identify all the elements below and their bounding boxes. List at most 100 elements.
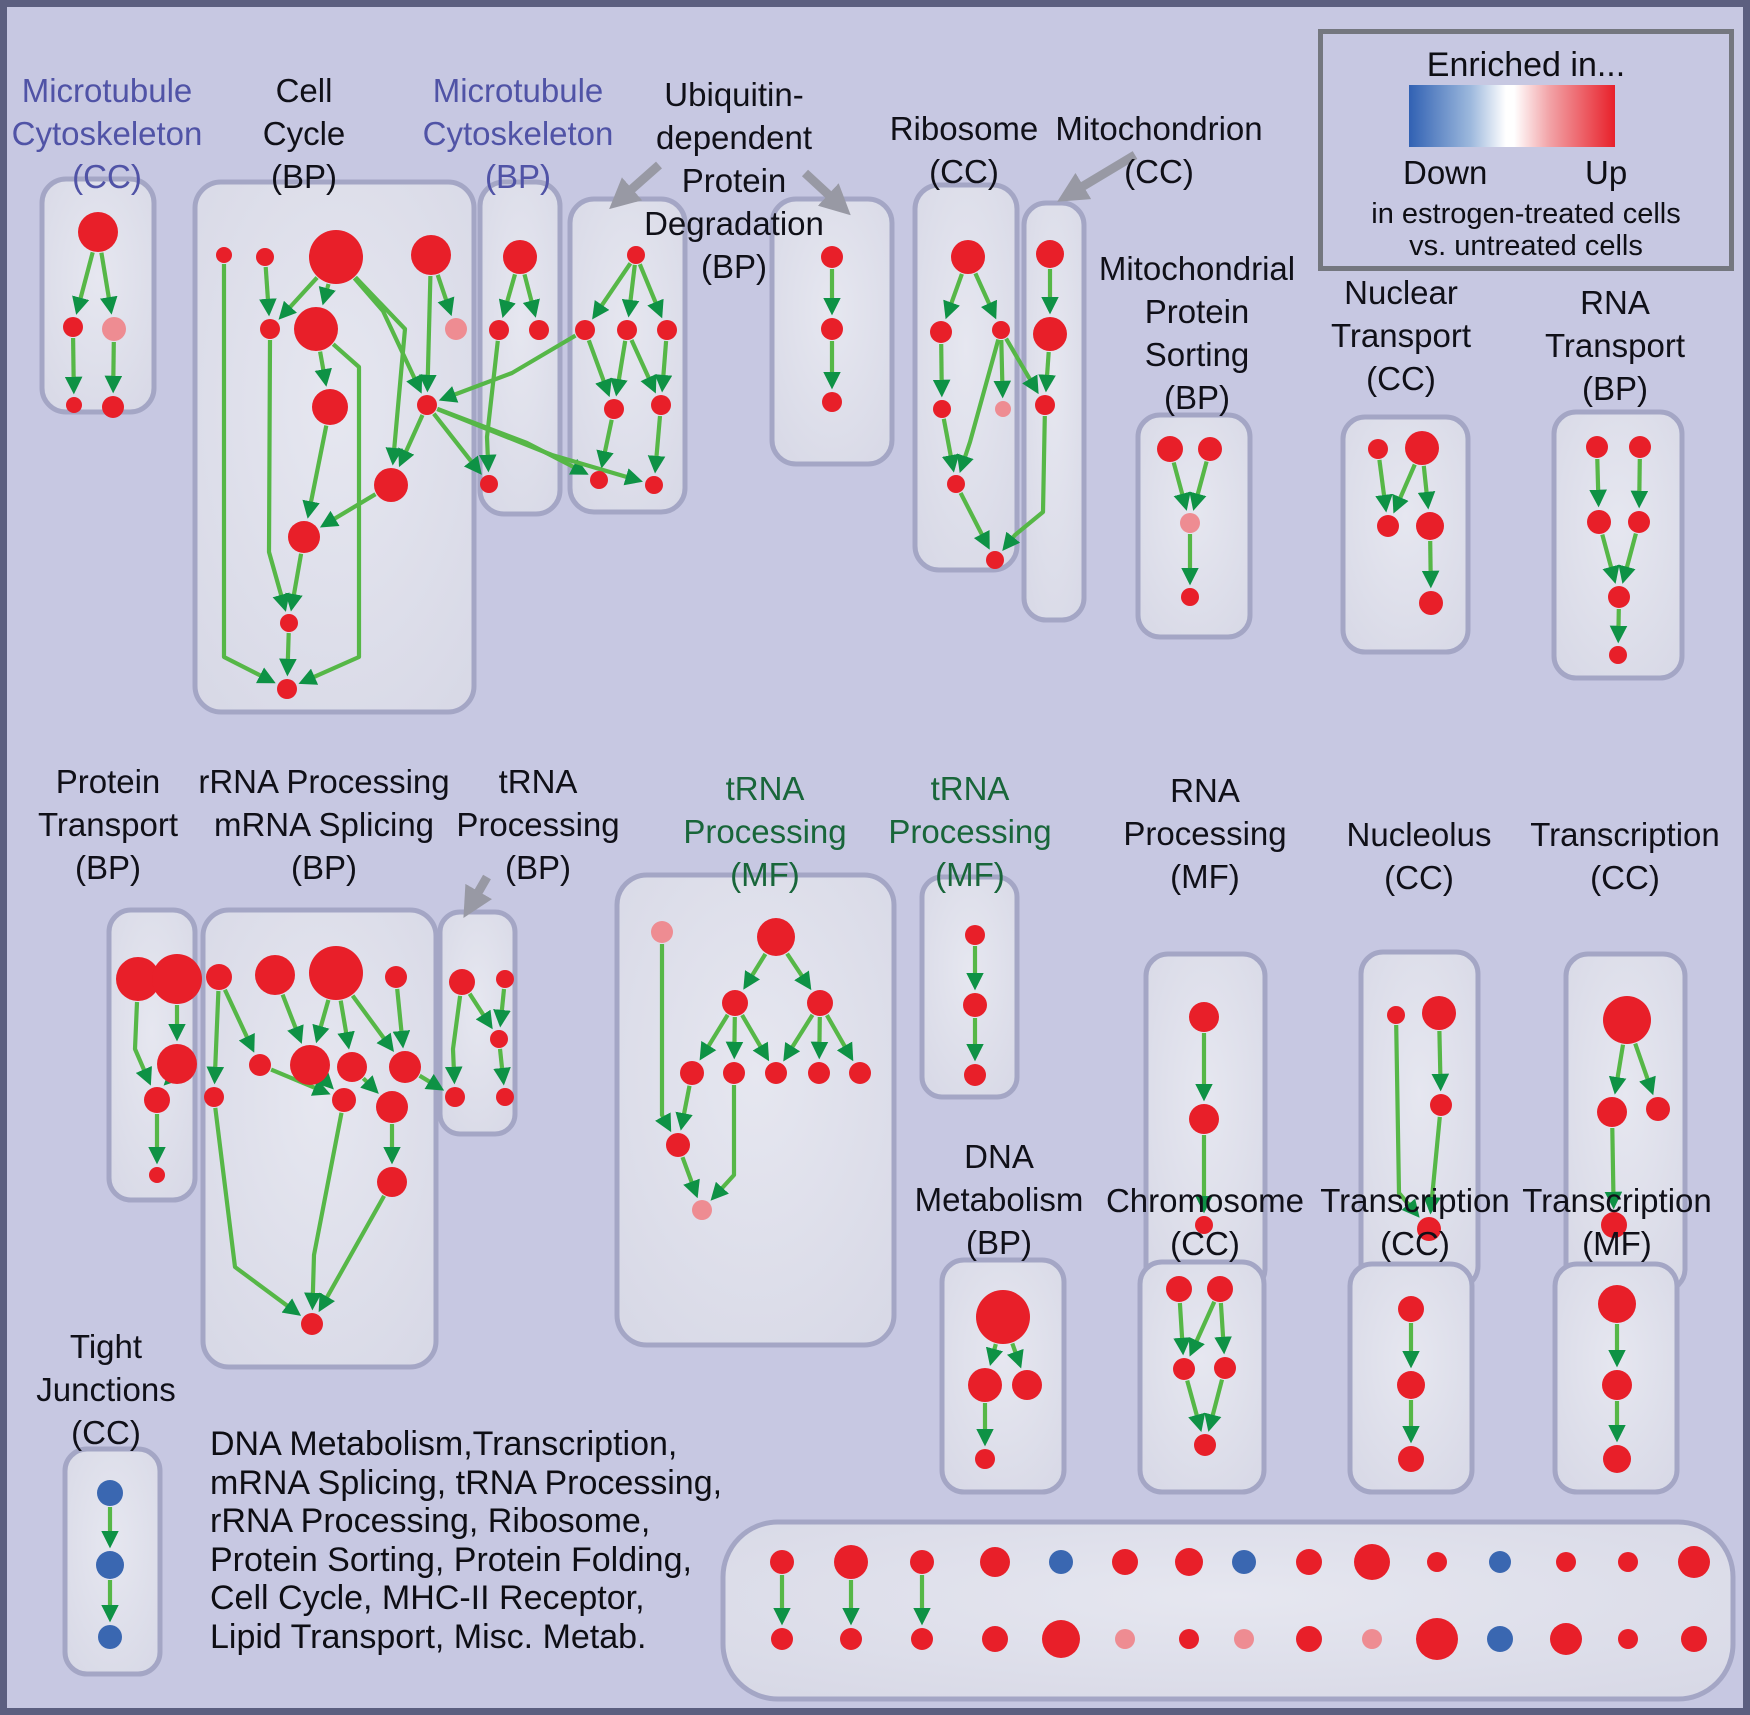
label-tight-junctions-cc: Tight Junctions (CC) — [7, 1325, 316, 1454]
node-mito-protein-sorting-h3 — [1180, 513, 1200, 533]
label-ribosome-cc: Ribosome (CC) — [754, 107, 1174, 193]
node-protein-transport-k5 — [149, 1167, 165, 1183]
edge-transcription-cc-top-r2-r4 — [1604, 1127, 1623, 1210]
node-misc-categories-x8b — [1234, 1629, 1254, 1649]
edge-ribosome-f1-f3 — [973, 272, 997, 320]
label-transcription-cc-top: Transcription (CC) — [1415, 813, 1743, 899]
edge-mito-protein-sorting-h1-h3 — [1171, 461, 1191, 511]
label-nuclear-transport-cc-line: Transport — [1331, 317, 1471, 354]
edge-trna-mf-large-n3-n7 — [740, 1014, 770, 1062]
node-microtubule-bp-c4 — [480, 475, 498, 493]
edge-trna-bp-t1-t3 — [467, 992, 493, 1030]
node-misc-categories-x14b — [1618, 1629, 1638, 1649]
node-misc-categories-x14t — [1618, 1552, 1638, 1572]
node-microtubule-cc-a3 — [102, 317, 126, 341]
node-nuclear-transport-i5 — [1419, 591, 1443, 615]
node-tight-junctions-w3 — [98, 1625, 122, 1649]
edge-ubiquitin-degradation-d1-d4 — [637, 263, 664, 319]
label-tight-junctions-cc-line: Tight — [69, 1328, 143, 1365]
label-mito-protein-sorting-bp-line: Mitochondrial — [1098, 250, 1296, 287]
label-transcription-mf-line: (MF) — [1582, 1225, 1652, 1262]
label-transcription-cc-2-line: Transcription — [1320, 1182, 1510, 1219]
node-trna-mf-large-n10 — [666, 1133, 690, 1157]
edge-microtubule-bp-c2-c4 — [478, 340, 500, 473]
node-cell-cycle-b12 — [277, 679, 297, 699]
edge-microtubule-cc-a2-a4 — [64, 337, 83, 395]
label-cell-cycle-bp-line: Cell — [275, 72, 333, 109]
node-rna-transport-j4 — [1628, 511, 1650, 533]
edge-rrna-mrna-l6-l10 — [315, 1070, 334, 1090]
label-microtubule-cytoskeleton-cc-line: Cytoskeleton — [11, 115, 203, 152]
node-misc-categories-x3t — [910, 1550, 934, 1574]
edge-trna-mf-large-n6-n11 — [710, 1085, 737, 1201]
edge-trna-mf-large-n4-n8 — [810, 1016, 829, 1060]
edge-transcription-cc-top-r1-r2 — [1608, 1044, 1627, 1095]
edge-nucleolus-q3-q4 — [1423, 1116, 1442, 1215]
label-rrna-mrna-bp-line: (BP) — [291, 849, 357, 886]
edge-rrna-mrna-l8-to-trna-bp-t4 — [418, 1073, 445, 1091]
edge-ribosome-f3-f5 — [993, 339, 1012, 399]
node-ubiquitin-degradation-d3 — [617, 320, 637, 340]
edge-layer — [64, 151, 1656, 1626]
edge-ubiquitin-degradation-d3-d5 — [610, 340, 628, 397]
label-tight-junctions-cc-line: Junctions — [36, 1371, 176, 1408]
edge-rrna-mrna-l3-l6 — [312, 999, 331, 1044]
node-trna-mf-large-n5 — [680, 1061, 704, 1085]
edge-chromosome-td-te — [1204, 1379, 1225, 1432]
node-rrna-mrna-l5 — [249, 1054, 271, 1076]
label-nucleolus-cc-line: (CC) — [1384, 859, 1454, 896]
label-ubiquitin-degradation-bp-line: Protein — [681, 162, 787, 199]
node-ubiquitin-chain-e3 — [822, 392, 842, 412]
node-misc-categories-x12b — [1487, 1626, 1513, 1652]
label-dna-metabolism-bp-line: DNA — [964, 1138, 1034, 1175]
edge-rna-transport-j2-j4 — [1630, 458, 1649, 509]
node-nuclear-transport-i4 — [1416, 512, 1444, 540]
edge-dna-metabolism-s1-s2 — [985, 1343, 1004, 1367]
node-trna-mf-small-o3 — [964, 1064, 986, 1086]
legend-subtitle-1: in estrogen-treated cells — [1371, 198, 1681, 230]
node-rrna-mrna-l6 — [290, 1045, 330, 1085]
edge-trna-bp-t1-t4 — [444, 995, 463, 1085]
label-rrna-mrna-bp: rRNA Processing mRNA Splicing (BP) — [114, 760, 534, 889]
label-ubiquitin-degradation-bp-line: Ubiquitin- — [664, 76, 804, 113]
cluster-box-rna-transport — [1551, 409, 1685, 681]
label-dna-metabolism-bp: DNA Metabolism (BP) — [789, 1135, 1209, 1264]
label-mitochondrion-cc-line: Mitochondrion — [1055, 110, 1263, 147]
node-misc-categories-x2b — [840, 1628, 862, 1650]
edge-rrna-mrna-l1-l5 — [222, 988, 255, 1053]
node-trna-mf-small-o1 — [965, 925, 985, 945]
node-rna-transport-j3 — [1587, 510, 1611, 534]
edge-mitochondrion-g2-g3 — [1038, 351, 1056, 393]
edge-ubiquitin-degradation-d3-d6 — [629, 339, 657, 394]
label-ubiquitin-degradation-bp-line: (BP) — [701, 248, 767, 285]
cluster-box-dna-metabolism — [939, 1257, 1067, 1495]
misc-categories-note: DNA Metabolism,Transcription, mRNA Splici… — [210, 1425, 722, 1656]
edge-ribosome-f3-to-mitochondrion-g3 — [1004, 337, 1039, 395]
edge-cell-cycle-b6-b7 — [314, 351, 332, 387]
edge-cell-cycle-b5-b11 — [266, 339, 290, 612]
node-trna-mf-large-n11 — [692, 1200, 712, 1220]
edge-trna-bp-t2-t3 — [493, 988, 511, 1028]
label-transcription-cc-top-line: (CC) — [1590, 859, 1660, 896]
edge-cell-cycle-b3-b6 — [318, 283, 336, 306]
node-misc-categories-x15b — [1681, 1626, 1707, 1652]
node-ubiquitin-chain-e2 — [821, 318, 843, 340]
node-misc-categories-x3b — [911, 1628, 933, 1650]
edge-microtubule-cc-a3-a5 — [104, 341, 123, 394]
edge-cell-cycle-b8-to-ubiquitin-degradation-d8 — [436, 407, 643, 486]
arrow-to-ubiquitin-box — [609, 161, 662, 210]
node-chromosome-te — [1194, 1434, 1216, 1456]
node-layer — [63, 212, 1710, 1660]
node-chromosome-ta — [1166, 1276, 1192, 1302]
node-transcription-cc-top-r4 — [1601, 1212, 1627, 1238]
node-rna-processing-mf-p1 — [1189, 1002, 1219, 1032]
node-chromosome-tc — [1173, 1358, 1195, 1380]
label-trna-processing-bp: tRNA Processing (BP) — [328, 760, 748, 889]
misc-categories-note-line: Cell Cycle, MHC-II Receptor, — [210, 1579, 645, 1617]
node-rrna-mrna-l10 — [332, 1088, 356, 1112]
node-misc-categories-x2t — [834, 1545, 868, 1579]
node-misc-categories-x15t — [1678, 1546, 1710, 1578]
node-ubiquitin-degradation-d4 — [657, 320, 677, 340]
label-microtubule-cytoskeleton-cc: Microtubule Cytoskeleton (CC) — [7, 69, 317, 198]
label-trna-processing-bp-line: Processing — [456, 806, 620, 843]
